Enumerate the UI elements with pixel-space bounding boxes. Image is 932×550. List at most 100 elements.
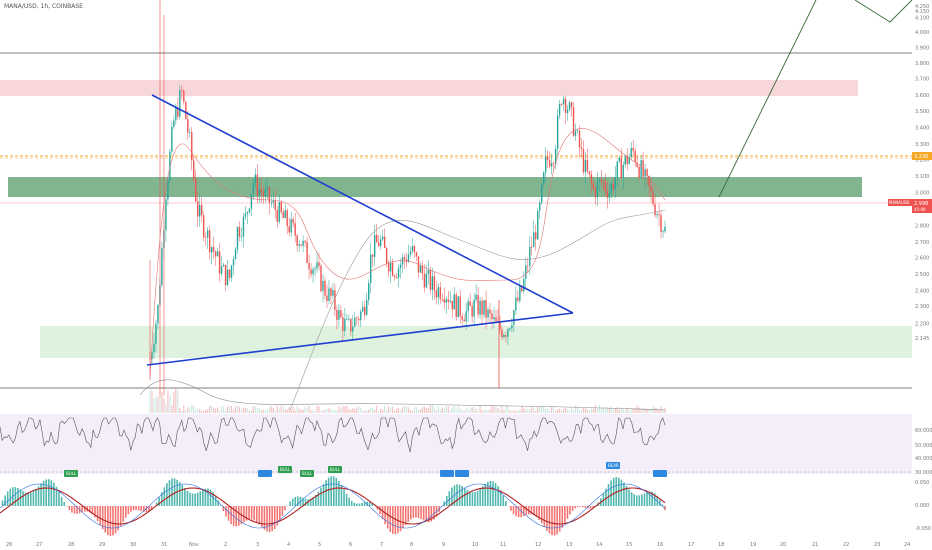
macd-bar — [281, 506, 284, 516]
candle-body — [292, 218, 294, 224]
macd-bar — [445, 495, 448, 506]
volume-bar — [543, 406, 545, 413]
candle-body — [298, 244, 300, 246]
candle-body — [429, 269, 432, 290]
candle-body — [177, 107, 179, 117]
volume-bar — [489, 409, 491, 413]
candle-body — [505, 334, 507, 337]
candle-body — [608, 192, 611, 198]
candle-body — [533, 232, 535, 248]
candle-body — [304, 240, 306, 243]
macd-bar — [140, 506, 143, 512]
candle-body — [592, 183, 595, 189]
macd-bar — [358, 503, 361, 506]
volume-bar — [354, 409, 356, 413]
volume-bar — [175, 388, 177, 413]
macd-bar — [166, 483, 168, 506]
volume-bar — [324, 409, 326, 413]
volume-bar — [376, 405, 378, 413]
macd-bar — [487, 481, 489, 506]
volume-bar — [513, 409, 515, 413]
candle-body — [276, 210, 278, 222]
candle-body — [465, 311, 467, 322]
macd-bar — [148, 506, 150, 512]
rsi-panel-bg — [0, 414, 912, 474]
candle-body — [389, 262, 392, 272]
candle-body — [151, 352, 153, 359]
candle-body — [658, 214, 660, 216]
macd-bar — [474, 491, 476, 506]
volume-bar — [495, 406, 497, 413]
candle-body — [375, 234, 378, 243]
candle-body — [660, 215, 662, 233]
candle-body — [155, 323, 157, 344]
date-axis-label: 19 — [750, 542, 756, 548]
macd-bar — [625, 485, 628, 506]
macd-bar — [479, 488, 481, 506]
volume-bar — [205, 409, 207, 413]
candle-body — [616, 161, 618, 178]
volume-bar — [497, 408, 499, 413]
countdown-label: 45:09 — [914, 207, 926, 212]
candle-body — [167, 180, 169, 200]
candle-body — [179, 90, 181, 117]
candle-body — [352, 326, 354, 332]
macd-bar — [127, 506, 130, 515]
candle-body — [531, 246, 533, 248]
macd-bar — [589, 506, 592, 509]
volume-bar — [183, 405, 185, 413]
candle-body — [218, 251, 221, 274]
volume-bar — [314, 410, 316, 413]
candle-body — [503, 334, 505, 338]
candle-body — [483, 300, 485, 315]
macd-bar — [617, 477, 620, 506]
macd-bar — [291, 498, 294, 506]
candle-body — [260, 189, 263, 193]
macd-bar — [14, 487, 17, 506]
macd-bar — [112, 506, 114, 536]
volume-bar — [409, 409, 412, 413]
macd-bar — [338, 481, 340, 506]
candle-body — [449, 300, 451, 302]
volume-bar — [570, 407, 573, 413]
volume-bar — [598, 405, 600, 413]
signal-badge-label: BULL — [280, 467, 291, 472]
candle-body — [288, 226, 290, 233]
volume-bar — [431, 405, 433, 413]
volume-bar — [220, 405, 223, 413]
volume-bar — [348, 409, 350, 413]
candle-body — [316, 262, 318, 269]
volume-bar — [537, 406, 539, 413]
candle-body — [630, 147, 632, 157]
volume-bar — [407, 407, 410, 413]
price-axis-label: 4.000 — [915, 30, 929, 36]
macd-bar — [525, 506, 528, 516]
date-axis-label: 26 — [6, 542, 12, 548]
rsi-axis-label: 50.000 — [915, 443, 932, 449]
macd-bar — [307, 499, 309, 506]
volume-bar — [511, 410, 513, 413]
candle-body — [161, 247, 163, 286]
volume-bar — [557, 409, 559, 413]
candle-body — [650, 186, 652, 192]
macd-bar — [610, 480, 612, 506]
volume-bar — [485, 409, 487, 413]
rsi-axis: 60.000 50.000 40.000 30.000 — [915, 428, 932, 476]
candle-body — [600, 179, 603, 182]
volume-bar — [391, 406, 394, 413]
macd-bar — [196, 492, 199, 506]
candle-body — [397, 268, 400, 278]
candle-body — [656, 214, 658, 216]
candle-body — [173, 120, 175, 127]
macd-bar — [571, 506, 574, 511]
macd-bar — [448, 491, 451, 506]
volume-bar — [545, 408, 547, 413]
candle-body — [654, 204, 656, 216]
candle-body — [459, 296, 461, 317]
macd-bar — [392, 506, 394, 534]
volume-bar — [616, 406, 618, 413]
candle-body — [523, 279, 525, 292]
macd-bar — [315, 494, 317, 506]
